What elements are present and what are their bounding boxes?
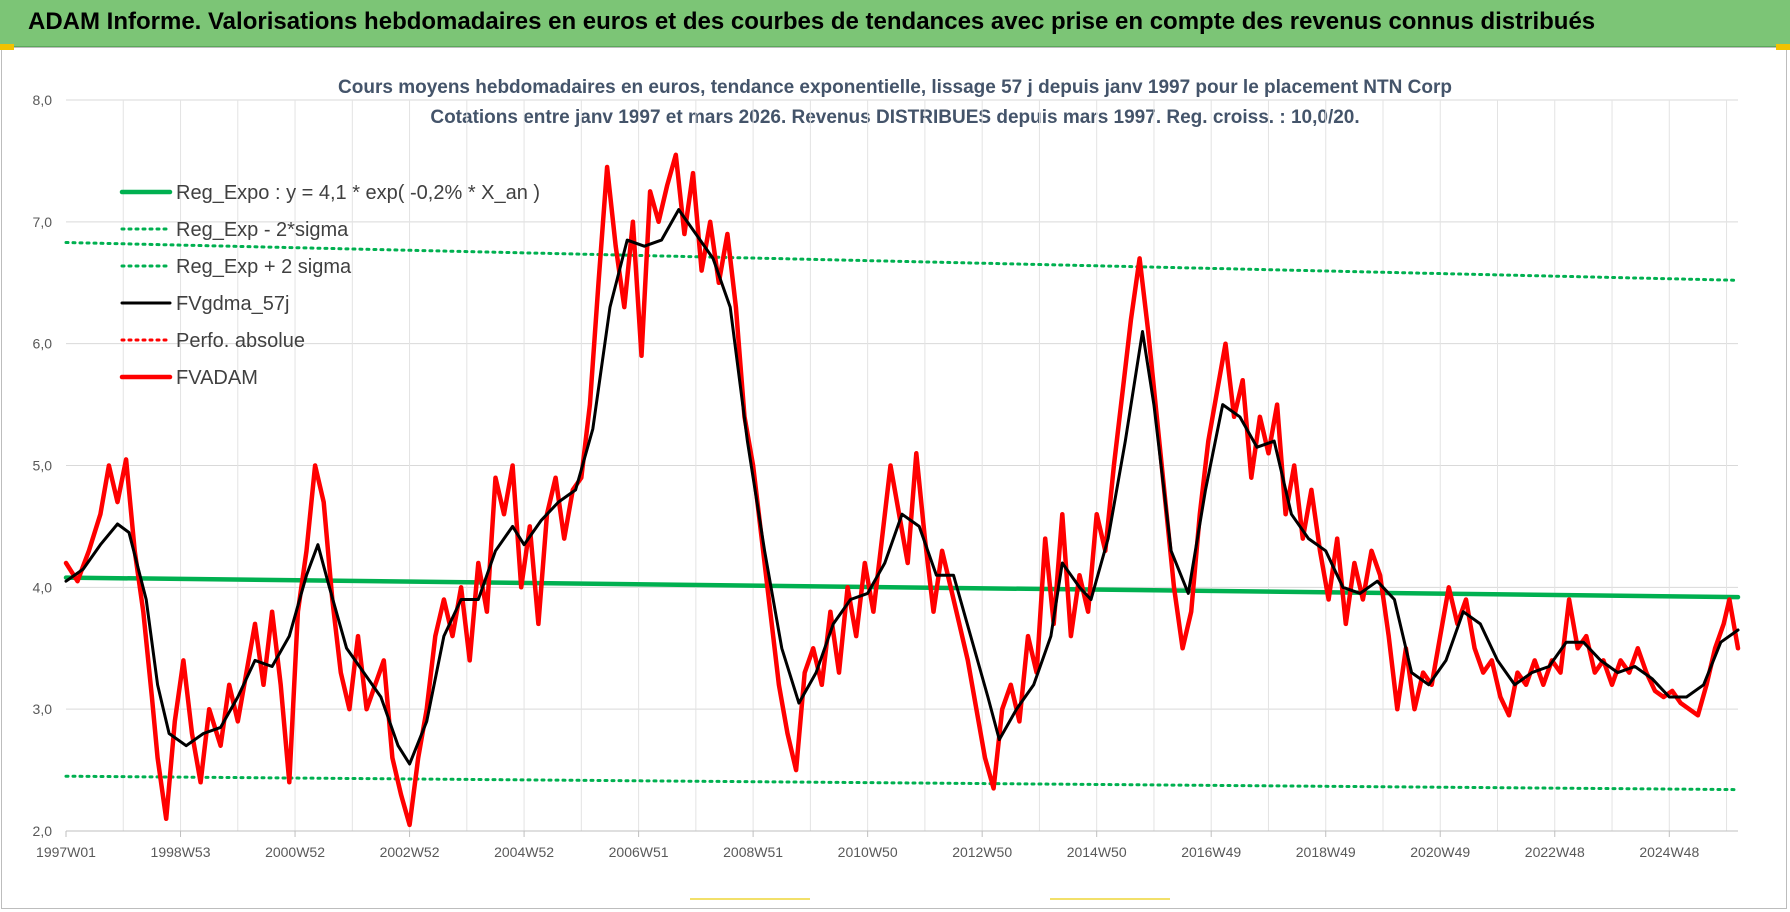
x-tick-label: 2010W50	[838, 844, 898, 860]
y-tick-label: 3,0	[33, 701, 53, 717]
x-tick-label: 1998W53	[151, 844, 211, 860]
axes: 2,0 3,0 4,0 5,0 6,0 7,0 8,0 1997W01 1998W53 2000W…	[33, 92, 1738, 860]
x-tick-label: 2018W49	[1296, 844, 1356, 860]
x-tick-label: 2016W49	[1181, 844, 1241, 860]
x-tick-label: 2004W52	[494, 844, 554, 860]
x-tick-label: 2008W51	[723, 844, 783, 860]
x-tick-label: 2022W48	[1525, 844, 1585, 860]
corner-marker-left	[0, 44, 14, 50]
chart-subtitle: Cotations entre janv 1997 et mars 2026. …	[430, 107, 1359, 128]
chart-frame	[1, 47, 1787, 909]
report-header: ADAM Informe. Valorisations hebdomadaire…	[0, 0, 1790, 48]
series-line-1	[64, 774, 1740, 792]
corner-marker-right	[1776, 44, 1790, 50]
x-tick-label: 2014W50	[1067, 844, 1127, 860]
y-tick-label: 7,0	[33, 214, 53, 230]
bottom-marker-1	[690, 898, 810, 900]
legend-label: Reg_Exp - 2*sigma	[176, 219, 349, 241]
x-tick-label: 1997W01	[36, 844, 96, 860]
series-line-5	[63, 152, 1741, 828]
legend-label: FVgdma_57j	[176, 293, 289, 315]
y-tick-label: 8,0	[33, 92, 53, 108]
plot-area	[63, 152, 1741, 828]
report-title: ADAM Informe. Valorisations hebdomadaire…	[28, 8, 1596, 35]
y-tick-label: 5,0	[33, 458, 53, 474]
legend-label: Reg_Expo : y = 4,1 * exp( -0,2% * X_an )	[176, 182, 540, 204]
x-tick-label: 2020W49	[1410, 844, 1470, 860]
y-tick-label: 2,0	[33, 823, 53, 839]
bottom-marker-2	[1050, 898, 1170, 900]
series-line-0	[63, 575, 1741, 600]
y-tick-label: 4,0	[33, 579, 53, 595]
series-line-2	[64, 241, 1740, 282]
x-tick-label: 2000W52	[265, 844, 325, 860]
legend: Reg_Expo : y = 4,1 * exp( -0,2% * X_an )…	[119, 182, 540, 389]
series-line-3	[64, 208, 1740, 766]
x-tick-label: 2002W52	[380, 844, 440, 860]
legend-label: Perfo. absolue	[176, 330, 305, 352]
legend-label: Reg_Exp + 2 sigma	[176, 256, 352, 278]
y-tick-label: 6,0	[33, 336, 53, 352]
x-tick-label: 2012W50	[952, 844, 1012, 860]
x-tick-label: 2024W48	[1639, 844, 1699, 860]
legend-label: FVADAM	[176, 367, 258, 389]
chart-title: Cours moyens hebdomadaires en euros, ten…	[338, 77, 1452, 98]
x-tick-label: 2006W51	[609, 844, 669, 860]
